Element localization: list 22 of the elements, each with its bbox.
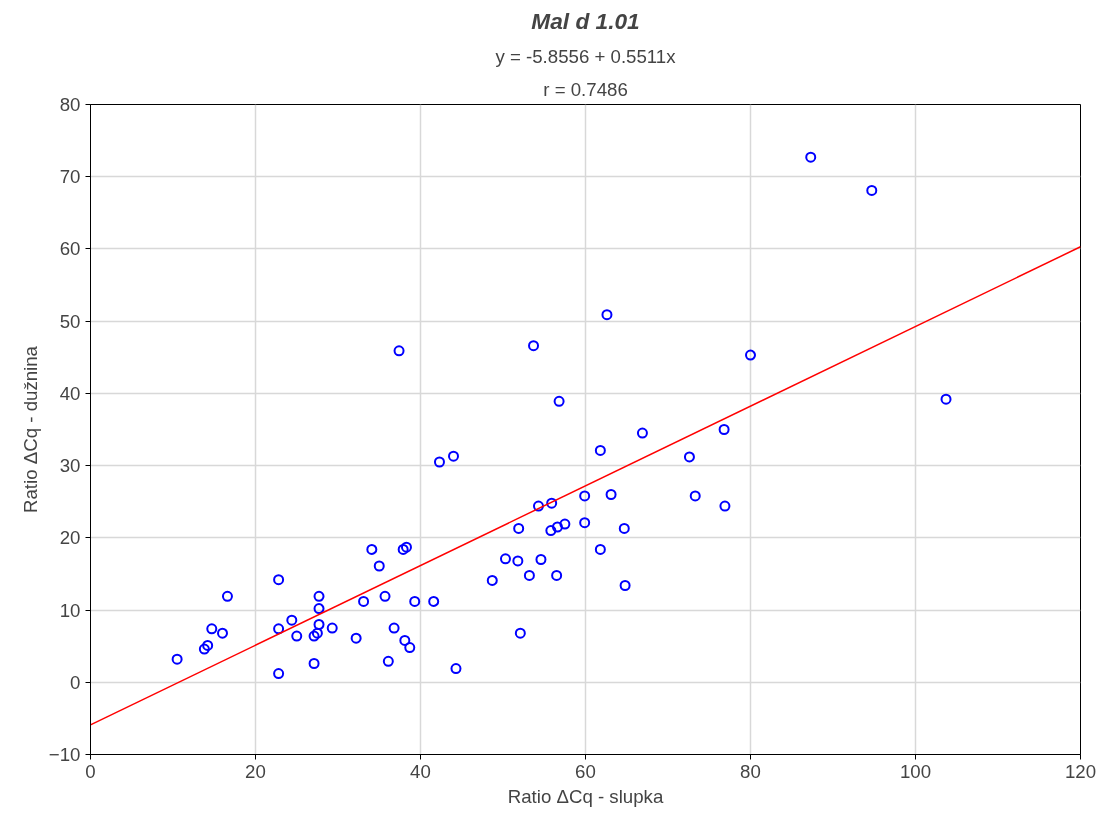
chart-title: Mal d 1.01 (531, 7, 640, 34)
y-tick-label: 40 (59, 382, 81, 404)
x-tick-label: 20 (245, 760, 266, 782)
chart-subtitle: y = -5.8556 + 0.5511x (495, 45, 677, 67)
y-tick-label: 0 (70, 671, 81, 693)
x-tick-label: 80 (740, 760, 761, 782)
x-tick-label: 100 (899, 760, 932, 782)
x-tick-label: 40 (410, 760, 431, 782)
y-tick-label: 30 (59, 455, 81, 477)
y-tick-label: 80 (59, 94, 81, 115)
y-axis-title: Ratio ΔCq - dužnina (19, 345, 41, 513)
x-axis-title: Ratio ΔCq - slupka (507, 785, 664, 807)
y-tick-label: −10 (48, 744, 81, 765)
y-tick-label: 10 (59, 599, 81, 621)
x-tick-label: 0 (85, 760, 96, 782)
y-tick-label: 70 (59, 166, 81, 188)
x-tick-label: 120 (1064, 760, 1097, 782)
y-tick-label: 60 (59, 238, 81, 260)
y-tick-label: 20 (59, 527, 81, 549)
y-tick-label: 50 (59, 310, 81, 332)
x-tick-label: 60 (575, 760, 596, 782)
text: r = 0.7486 (543, 78, 628, 100)
